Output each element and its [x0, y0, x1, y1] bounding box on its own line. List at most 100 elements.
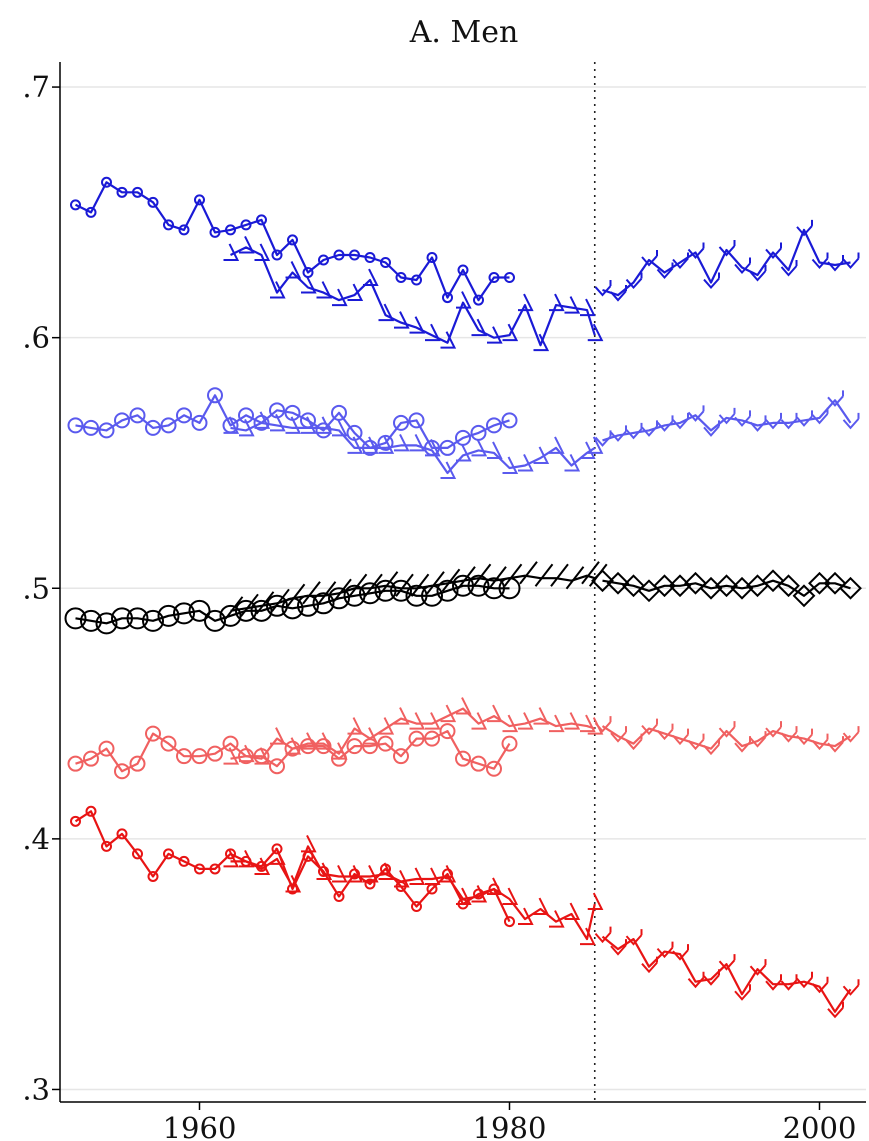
series-4-point-4 — [285, 416, 302, 434]
series-14-point-0 — [594, 926, 612, 944]
series-10-point-14 — [440, 704, 457, 723]
series-7-point-9 — [364, 573, 383, 597]
series-13-point-4 — [285, 875, 302, 893]
series-3-point-6 — [160, 417, 177, 434]
series-8-point-5 — [668, 574, 692, 598]
series-4-point-12 — [409, 433, 426, 452]
series-2 — [594, 219, 860, 302]
series-3-point-5 — [145, 419, 161, 436]
series-11-point-3 — [641, 718, 658, 736]
series-2-point-12 — [780, 260, 798, 277]
series-0-point-19 — [364, 251, 376, 263]
series-14-point-5 — [672, 944, 689, 961]
series-5-point-12 — [780, 412, 798, 430]
series-2-point-5 — [672, 252, 689, 269]
series-7-point-17 — [488, 566, 507, 590]
series-11-point-6 — [687, 733, 705, 751]
series-9-point-24 — [439, 723, 456, 740]
series-0-point-10 — [225, 224, 236, 236]
series-13-point-3 — [270, 847, 286, 865]
series-4-point-6 — [316, 416, 333, 434]
series-3-point-4 — [129, 407, 146, 424]
series-3-point-21 — [393, 414, 409, 431]
series-4 — [223, 411, 604, 479]
series-2-point-14 — [811, 252, 829, 269]
series-0-point-27 — [488, 272, 500, 284]
series-4-point-13 — [425, 438, 441, 457]
series-7-point-14 — [441, 568, 461, 592]
series-10-point-20 — [533, 707, 550, 725]
series-1-point-21 — [549, 293, 565, 312]
series-5-point-0 — [594, 430, 612, 447]
series-8-point-0 — [591, 569, 614, 593]
series-13-point-12 — [409, 867, 426, 885]
series-10-point-2 — [254, 747, 271, 765]
series-11-point-11 — [765, 721, 782, 738]
series-4-point-18 — [502, 456, 519, 474]
series-1-point-23 — [580, 298, 596, 317]
series-3-point-22 — [408, 412, 425, 429]
y-tick-label-2: .5 — [22, 571, 50, 605]
series-12-point-1 — [85, 805, 97, 817]
series-13-point-11 — [394, 870, 410, 888]
series-4-point-24 — [587, 436, 604, 454]
series-1-point-15 — [456, 291, 472, 309]
series-2-point-11 — [765, 242, 782, 259]
series-12-line — [74, 810, 511, 923]
series-8-point-14 — [808, 571, 831, 595]
series-13-point-16 — [471, 885, 488, 903]
series-7-point-21 — [550, 563, 569, 587]
series-1-point-10 — [378, 303, 395, 322]
series-10-point-19 — [518, 712, 534, 730]
series-4-point-20 — [533, 446, 550, 464]
series-9-point-8 — [191, 748, 208, 765]
series-3-point-27 — [486, 417, 502, 434]
series-6-point-0 — [64, 607, 87, 630]
series-12-point-17 — [333, 891, 345, 903]
series-10 — [223, 697, 604, 765]
series-12-point-28 — [504, 916, 515, 928]
series-5-point-4 — [656, 415, 674, 432]
series-14-point-1 — [610, 939, 627, 956]
series-8-point-9 — [730, 576, 754, 600]
series-13-point-15 — [456, 887, 472, 906]
series-12-point-10 — [225, 848, 236, 860]
series-13-point-1 — [239, 849, 255, 868]
series-9-point-26 — [470, 755, 487, 772]
series-2-point-16 — [842, 252, 860, 269]
series-4-point-16 — [471, 438, 488, 457]
series-4-point-23 — [580, 441, 596, 459]
series-6-point-7 — [173, 602, 195, 625]
series-0-point-14 — [287, 234, 298, 246]
series-2-line — [602, 228, 851, 297]
series-9-point-13 — [269, 758, 285, 775]
series-13-point-0 — [223, 849, 240, 868]
series-13-point-17 — [487, 877, 503, 895]
series-5-point-13 — [796, 410, 813, 427]
series-7-point-10 — [379, 571, 399, 595]
series-9-point-28 — [501, 735, 518, 752]
series-11-point-8 — [718, 721, 736, 738]
series-9-point-5 — [145, 725, 161, 742]
series-11-point-9 — [734, 736, 751, 753]
series-6-point-8 — [188, 599, 211, 622]
series-14-point-2 — [625, 929, 643, 946]
series-1-point-22 — [564, 296, 581, 314]
series-10-point-7 — [332, 742, 348, 760]
series-10-line — [230, 707, 596, 760]
series-6-point-21 — [390, 579, 412, 602]
series-2-point-6 — [687, 242, 705, 259]
series-10-point-23 — [580, 714, 596, 733]
tick-labels: .3 .4 .5 .6 .7 1960 1980 2000 — [22, 70, 856, 1141]
series-14-point-3 — [641, 956, 658, 974]
series-5-point-11 — [765, 412, 782, 430]
series-5-point-8 — [718, 407, 736, 425]
series-1-point-11 — [394, 311, 410, 329]
series-12-point-8 — [194, 863, 205, 875]
series-6-point-5 — [142, 609, 164, 632]
series-6 — [64, 574, 521, 635]
series-4-line — [230, 421, 596, 475]
series-13-point-14 — [440, 865, 457, 883]
series-0-point-4 — [132, 186, 143, 198]
